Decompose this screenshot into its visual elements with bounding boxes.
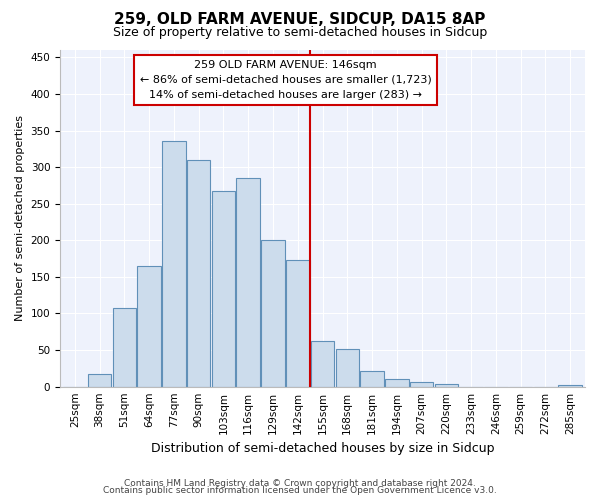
Bar — [434, 384, 458, 386]
Bar — [335, 348, 359, 387]
Text: Contains public sector information licensed under the Open Government Licence v3: Contains public sector information licen… — [103, 486, 497, 495]
Bar — [187, 160, 211, 386]
Text: Contains HM Land Registry data © Crown copyright and database right 2024.: Contains HM Land Registry data © Crown c… — [124, 478, 476, 488]
Bar — [137, 266, 161, 386]
X-axis label: Distribution of semi-detached houses by size in Sidcup: Distribution of semi-detached houses by … — [151, 442, 494, 455]
Bar — [311, 340, 334, 386]
Bar — [261, 240, 285, 386]
Bar — [385, 380, 409, 386]
Bar — [360, 370, 384, 386]
Y-axis label: Number of semi-detached properties: Number of semi-detached properties — [15, 116, 25, 322]
Bar — [162, 142, 185, 386]
Bar — [113, 308, 136, 386]
Bar — [88, 374, 112, 386]
Text: Size of property relative to semi-detached houses in Sidcup: Size of property relative to semi-detach… — [113, 26, 487, 39]
Text: 259 OLD FARM AVENUE: 146sqm
← 86% of semi-detached houses are smaller (1,723)
14: 259 OLD FARM AVENUE: 146sqm ← 86% of sem… — [140, 60, 431, 100]
Bar — [286, 260, 310, 386]
Bar — [410, 382, 433, 386]
Bar — [559, 385, 582, 386]
Bar — [212, 190, 235, 386]
Text: 259, OLD FARM AVENUE, SIDCUP, DA15 8AP: 259, OLD FARM AVENUE, SIDCUP, DA15 8AP — [115, 12, 485, 28]
Bar — [236, 178, 260, 386]
